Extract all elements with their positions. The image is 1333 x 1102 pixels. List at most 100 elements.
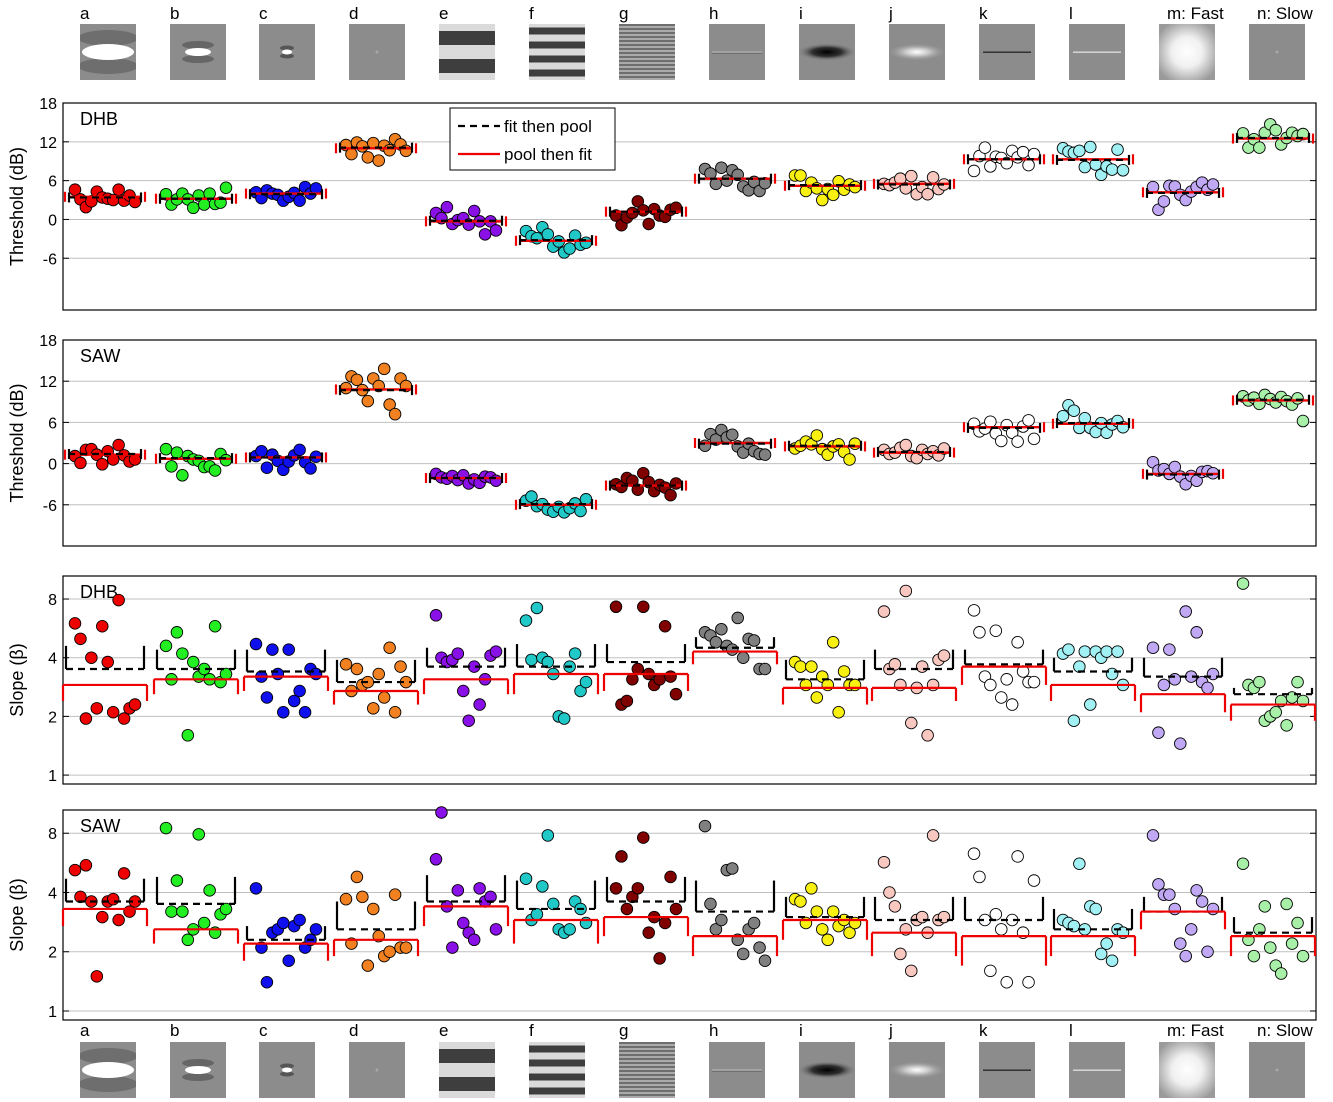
data-point [176,647,189,660]
data-point [112,593,125,607]
data-point [350,870,364,884]
data-point [1168,902,1182,916]
data-point [626,673,639,686]
stimulus-dark-horizontal-blob-icon [799,24,855,80]
data-point [219,453,233,467]
data-point [615,480,628,494]
data-point [1073,144,1086,158]
data-point [170,874,184,887]
data-point [367,902,380,916]
data-point [277,916,290,930]
data-point [810,691,824,704]
data-point [74,456,87,470]
data-point [653,952,666,965]
data-point [96,458,109,471]
data-point [620,694,634,708]
condition-e [424,467,508,490]
data-point [293,684,306,698]
data-point [1105,667,1119,681]
data-point [339,381,353,395]
data-point [758,954,772,968]
condition-l [1051,140,1135,182]
data-point [715,622,728,636]
stimulus-label-m: m: Fast [1167,1021,1224,1040]
stimulus-label-f: f [529,1021,534,1040]
y-tick-label: 12 [39,374,57,391]
data-point [1011,435,1024,448]
data-point [1073,857,1086,870]
stimulus-label-j: j [888,4,893,23]
data-point [1296,414,1310,428]
data-point [112,913,125,927]
stimulus-bright-horizontal-blob-icon [889,1042,945,1098]
data-point [181,729,195,742]
data-point [658,620,672,633]
data-point [208,464,222,477]
data-point [826,636,840,649]
data-point [1253,141,1266,154]
y-tick-label: 1 [48,768,57,785]
condition-n [1229,577,1317,732]
condition-g [604,466,688,502]
stimulus-tiny-spot-icon [1249,24,1305,80]
stimulus-label-h: h [709,1021,718,1040]
data-point [383,945,396,958]
data-point [170,626,184,639]
data-point [1146,641,1160,654]
data-point [579,236,593,249]
data-point [1022,414,1035,427]
data-point [1291,675,1304,689]
stimulus-grating-horizontal-mid-icon [529,1042,585,1098]
data-point [282,643,295,656]
y-axis-label: Threshold (dB) [7,147,27,266]
data-point [626,206,639,220]
y-tick-label: 12 [39,135,57,152]
y-axis-label: Slope (β) [7,643,27,716]
data-point [805,660,818,673]
data-point [462,714,475,727]
stimulus-label-h: h [709,4,718,23]
data-point [883,886,896,899]
stimulus-dark-thin-line-icon [979,24,1035,80]
condition-f [512,601,600,725]
data-point [984,160,997,173]
stimulus-label-d: d [349,4,358,23]
data-point [356,890,369,904]
data-point [478,228,492,241]
condition-k [960,847,1048,989]
stimulus-label-a: a [80,1021,90,1040]
panel-label: SAW [80,346,120,366]
data-point [260,975,274,989]
data-point [877,855,891,869]
data-point [440,200,454,214]
condition-n [1229,857,1317,980]
condition-f [514,220,598,259]
data-point [159,442,173,456]
data-point [1291,392,1304,405]
y-tick-label: 0 [48,212,57,229]
data-point [664,670,677,683]
panel-4-saw: 1 2 4 8 Slope (β) SAW [7,806,1317,1021]
data-point [489,224,503,237]
data-point [915,910,929,924]
stimulus-gabor-horizontal-medium-icon [170,24,226,80]
stimulus-label-k: k [979,1021,988,1040]
data-point [530,908,544,921]
stimulus-label-e: e [439,1021,448,1040]
data-point [989,624,1003,637]
stimulus-grating-horizontal-mid-icon [529,24,585,80]
data-point [715,161,728,174]
data-point [704,897,717,911]
data-point [1163,888,1176,901]
data-point [1078,160,1092,174]
stimulus-label-k: k [979,4,988,23]
data-point [128,698,142,711]
condition-g [602,600,690,711]
data-point [821,933,834,947]
data-point [388,407,402,421]
stimulus-grating-horizontal-low-icon [439,1042,495,1098]
data-point [747,634,761,647]
condition-k [962,141,1046,178]
data-point [731,611,744,625]
